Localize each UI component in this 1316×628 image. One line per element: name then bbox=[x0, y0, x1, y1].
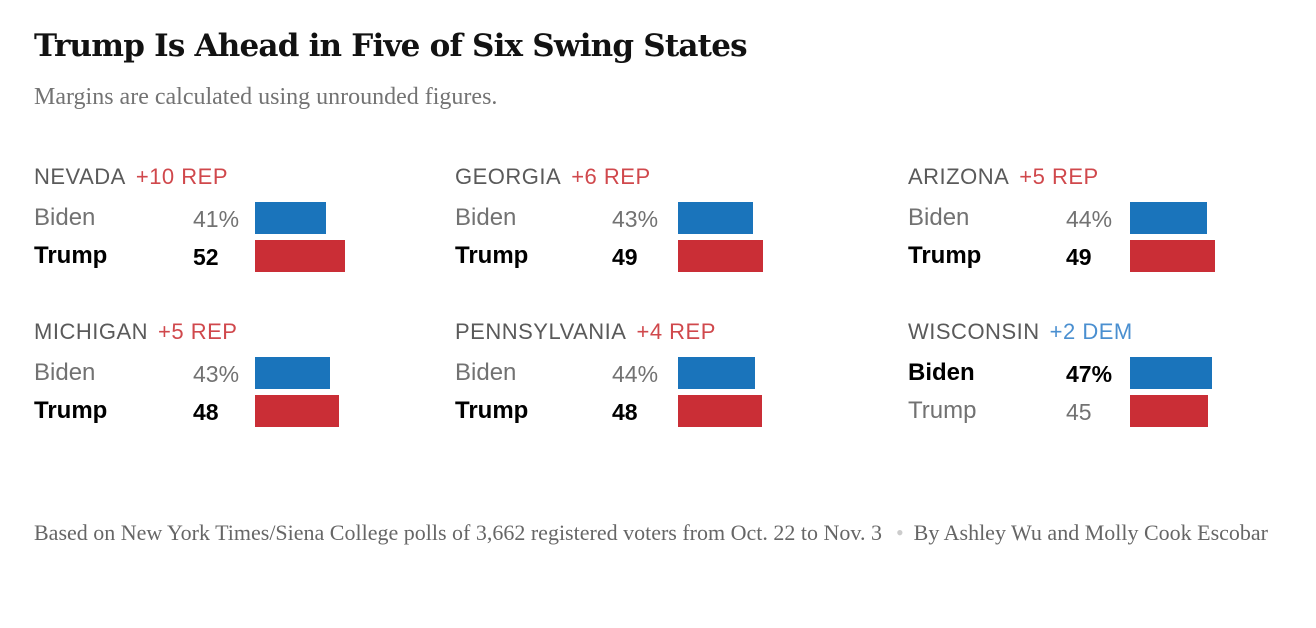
vote-share-label: 41% bbox=[193, 206, 240, 232]
candidate-name: Biden bbox=[34, 359, 96, 386]
state-header: ARIZONA +5 REP bbox=[908, 164, 1099, 190]
candidate-name: Biden bbox=[455, 359, 517, 386]
candidate-row-trump: Trump 45 bbox=[908, 395, 1288, 429]
candidate-name: Trump bbox=[908, 242, 982, 269]
state-name: GEORGIA bbox=[455, 164, 562, 189]
state-header: MICHIGAN +5 REP bbox=[34, 319, 237, 345]
candidate-row-biden: Biden 44% bbox=[908, 202, 1288, 236]
vote-share-label: 49 bbox=[612, 244, 638, 270]
candidate-row-biden: Biden 43% bbox=[34, 357, 414, 391]
candidate-row-biden: Biden 47% bbox=[908, 357, 1288, 391]
candidate-row-trump: Trump 49 bbox=[455, 240, 835, 274]
state-name: MICHIGAN bbox=[34, 319, 148, 344]
state-margin: +4 REP bbox=[636, 319, 716, 344]
vote-share-bar bbox=[255, 395, 339, 427]
vote-share-bar bbox=[255, 202, 326, 234]
vote-share-label: 48 bbox=[193, 399, 219, 425]
candidate-row-trump: Trump 49 bbox=[908, 240, 1288, 274]
candidate-name: Trump bbox=[34, 242, 108, 269]
state-panel-michigan: MICHIGAN +5 REP Biden 43% Trump 48 bbox=[34, 319, 414, 449]
vote-share-label: 52 bbox=[193, 244, 219, 270]
state-header: WISCONSIN +2 DEM bbox=[908, 319, 1133, 345]
state-header: PENNSYLVANIA +4 REP bbox=[455, 319, 716, 345]
state-name: WISCONSIN bbox=[908, 319, 1040, 344]
candidate-name: Trump bbox=[455, 397, 529, 424]
chart-subtitle: Margins are calculated using unrounded f… bbox=[34, 84, 498, 110]
vote-share-label: 44% bbox=[1066, 206, 1113, 232]
candidate-name: Biden bbox=[34, 204, 96, 231]
candidate-row-trump: Trump 48 bbox=[34, 395, 414, 429]
candidate-row-trump: Trump 48 bbox=[455, 395, 835, 429]
state-name: PENNSYLVANIA bbox=[455, 319, 627, 344]
candidate-name: Biden bbox=[455, 204, 517, 231]
state-margin: +5 REP bbox=[158, 319, 238, 344]
vote-share-bar bbox=[1130, 357, 1212, 389]
state-panel-wisconsin: WISCONSIN +2 DEM Biden 47% Trump 45 bbox=[908, 319, 1288, 449]
candidate-name: Trump bbox=[455, 242, 529, 269]
candidate-row-trump: Trump 52 bbox=[34, 240, 414, 274]
state-header: NEVADA +10 REP bbox=[34, 164, 228, 190]
vote-share-bar bbox=[255, 240, 345, 272]
vote-share-bar bbox=[678, 357, 755, 389]
byline: By Ashley Wu and Molly Cook Escobar bbox=[913, 520, 1269, 545]
separator-dot: • bbox=[895, 520, 904, 545]
vote-share-label: 48 bbox=[612, 399, 638, 425]
candidate-name: Trump bbox=[34, 397, 108, 424]
candidate-row-biden: Biden 43% bbox=[455, 202, 835, 236]
state-panel-pennsylvania: PENNSYLVANIA +4 REP Biden 44% Trump 48 bbox=[455, 319, 835, 449]
chart-title: Trump Is Ahead in Five of Six Swing Stat… bbox=[34, 28, 748, 64]
source-note: Based on New York Times/Siena College po… bbox=[34, 520, 882, 545]
candidate-name: Trump bbox=[908, 397, 977, 424]
state-panel-arizona: ARIZONA +5 REP Biden 44% Trump 49 bbox=[908, 164, 1288, 294]
vote-share-bar bbox=[1130, 240, 1215, 272]
vote-share-bar bbox=[678, 240, 763, 272]
candidate-row-biden: Biden 44% bbox=[455, 357, 835, 391]
state-name: NEVADA bbox=[34, 164, 126, 189]
candidate-row-biden: Biden 41% bbox=[34, 202, 414, 236]
vote-share-bar bbox=[255, 357, 330, 389]
vote-share-bar bbox=[1130, 395, 1208, 427]
candidate-name: Biden bbox=[908, 204, 970, 231]
state-margin: +10 REP bbox=[135, 164, 229, 189]
state-header: GEORGIA +6 REP bbox=[455, 164, 651, 190]
vote-share-label: 44% bbox=[612, 361, 659, 387]
vote-share-label: 49 bbox=[1066, 244, 1092, 270]
state-margin: +5 REP bbox=[1019, 164, 1099, 189]
state-margin: +2 DEM bbox=[1049, 319, 1133, 344]
state-panel-nevada: NEVADA +10 REP Biden 41% Trump 52 bbox=[34, 164, 414, 294]
vote-share-label: 45 bbox=[1066, 399, 1092, 425]
chart-footer: Based on New York Times/Siena College po… bbox=[34, 516, 1284, 550]
candidate-name: Biden bbox=[908, 359, 975, 386]
vote-share-label: 47% bbox=[1066, 361, 1113, 387]
vote-share-bar bbox=[678, 202, 753, 234]
vote-share-label: 43% bbox=[612, 206, 659, 232]
state-margin: +6 REP bbox=[571, 164, 651, 189]
vote-share-label: 43% bbox=[193, 361, 240, 387]
state-name: ARIZONA bbox=[908, 164, 1010, 189]
vote-share-bar bbox=[678, 395, 762, 427]
state-panel-georgia: GEORGIA +6 REP Biden 43% Trump 49 bbox=[455, 164, 835, 294]
vote-share-bar bbox=[1130, 202, 1207, 234]
